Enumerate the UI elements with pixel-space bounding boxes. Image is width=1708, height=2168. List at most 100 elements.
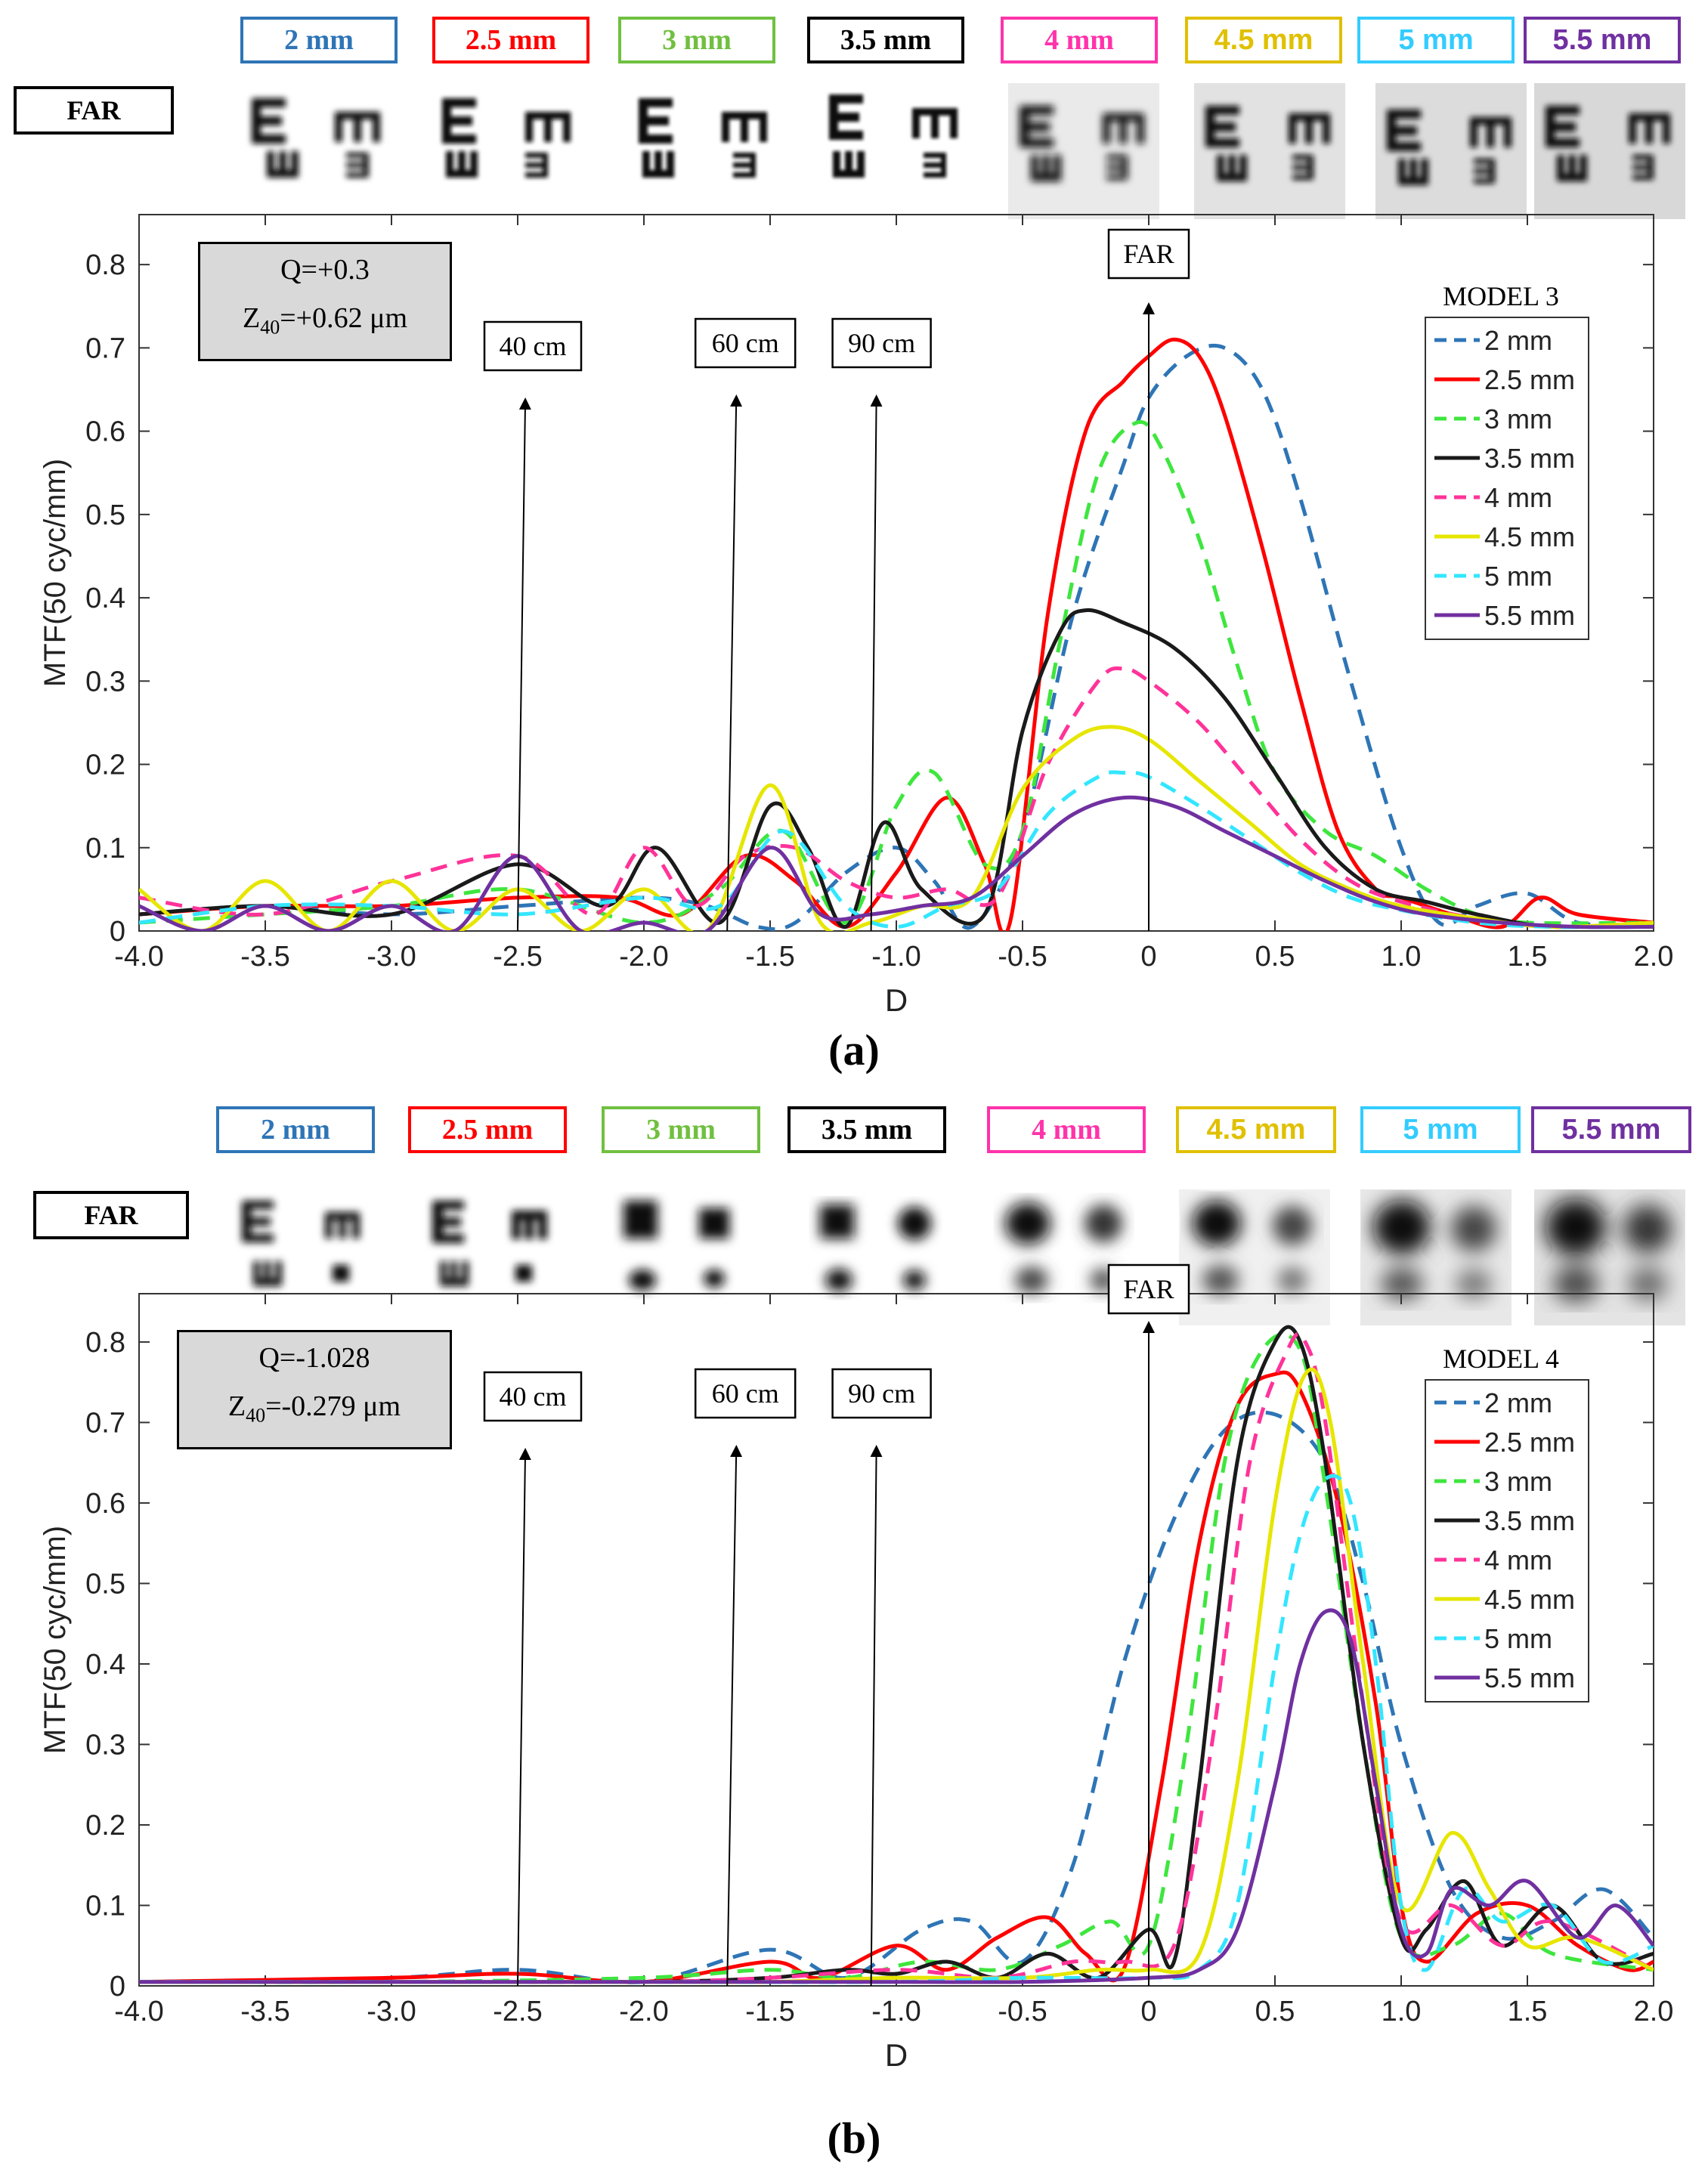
series-line-35mm [139, 608, 1654, 929]
q-value: Q=-1.028 [258, 1342, 370, 1374]
aperture-box-55mm: 5.5 mm [1531, 1106, 1691, 1153]
optotype-image-45mm [1179, 1189, 1330, 1325]
legend-label: 2 mm [1484, 1387, 1552, 1418]
x-tick-label: -2.5 [493, 941, 542, 973]
marker-arrow [517, 397, 531, 932]
x-tick-label: 0 [1140, 941, 1156, 973]
y-tick-label: 0.3 [85, 1729, 125, 1761]
optotype-image-5mm [1375, 83, 1527, 219]
aperture-box-35mm: 3.5 mm [807, 17, 964, 63]
x-tick-label: -1.5 [745, 1996, 794, 2027]
legend-label: 4 mm [1484, 1545, 1552, 1576]
x-tick-label: -4.0 [114, 941, 163, 973]
y-tick-label: 0 [110, 1971, 125, 2003]
x-tick-label: -1.5 [745, 941, 794, 973]
marker-box [1107, 1263, 1190, 1315]
marker-arrow [726, 394, 743, 932]
far-label-box: FAR [14, 86, 174, 135]
x-tick-label: -0.5 [998, 941, 1047, 973]
optotype-image-2mm [252, 98, 380, 178]
y-tick-label: 0.1 [85, 833, 125, 864]
y-tick-label: 0.8 [85, 1327, 125, 1359]
marker-label: 40 cm [500, 331, 567, 361]
y-tick-label: 0.5 [85, 499, 125, 531]
y-tick-label: 0.4 [85, 583, 125, 614]
legend-label: 5 mm [1484, 1623, 1552, 1654]
legend-label: 3 mm [1484, 404, 1552, 435]
series-line-25mm [139, 1370, 1654, 1984]
legend-label: 3.5 mm [1484, 1505, 1575, 1536]
y-tick-label: 0.4 [85, 1649, 125, 1681]
aperture-box-3mm: 3 mm [618, 17, 775, 63]
optotype-image-25mm [432, 1201, 547, 1286]
series-group [139, 1325, 1654, 1984]
optotype-image-3mm [639, 98, 767, 178]
x-tick-label: 1.5 [1508, 1996, 1548, 2027]
marker-label: 90 cm [848, 328, 915, 358]
x-tick-label: -2.0 [619, 1996, 668, 2027]
legend-label: 2.5 mm [1484, 1427, 1575, 1458]
x-tick-label: -2.0 [619, 941, 668, 973]
series-line-3mm [139, 419, 1654, 926]
x-tick-label: -1.0 [871, 1996, 921, 2027]
optotype-image-25mm [442, 98, 571, 178]
x-tick-label: -1.0 [871, 941, 921, 973]
marker-arrow [726, 1445, 743, 1987]
legend-title: MODEL 4 [1443, 1344, 1559, 1374]
y-tick-label: 0.5 [85, 1568, 125, 1600]
aperture-box-5mm: 5 mm [1357, 17, 1515, 63]
x-tick-label: -3.5 [240, 941, 289, 973]
x-tick-label: -3.0 [367, 1996, 416, 2027]
q-value: Q=+0.3 [280, 254, 370, 286]
x-axis-label: D [885, 982, 908, 1018]
aperture-box-35mm: 3.5 mm [787, 1106, 946, 1153]
x-tick-label: -4.0 [114, 1996, 163, 2027]
x-tick-label: -2.5 [493, 1996, 542, 2027]
aperture-box-45mm: 4.5 mm [1185, 17, 1342, 63]
optotype-image-4mm [1008, 83, 1159, 219]
y-tick-label: 0.8 [85, 249, 125, 281]
x-tick-label: 1.0 [1382, 941, 1422, 973]
x-tick-label: 0.5 [1255, 1996, 1295, 2027]
optotype-image-3mm [623, 1201, 729, 1291]
legend-label: 3.5 mm [1484, 443, 1575, 474]
x-tick-label: 0.5 [1255, 941, 1295, 973]
y-axis-label: MTF(50 cyc/mm) [39, 1526, 72, 1754]
optotype-image-45mm [1194, 83, 1345, 219]
aperture-box-4mm: 4 mm [987, 1106, 1146, 1153]
parameter-box-a: Q=+0.3 Z40=+0.62 μm [198, 242, 452, 361]
optotype-image-35mm [829, 94, 958, 178]
marker-box [831, 1368, 932, 1419]
optotype-image-5mm [1360, 1189, 1512, 1325]
x-tick-label: -3.5 [240, 1996, 289, 2027]
legend-box [1425, 317, 1589, 640]
marker-box [694, 1368, 797, 1419]
y-tick-label: 0.7 [85, 332, 125, 364]
marker-box [831, 317, 932, 369]
marker-box [483, 320, 583, 372]
series-line-55mm [139, 795, 1654, 931]
y-tick-label: 0.2 [85, 1810, 125, 1842]
marker-label: FAR [1123, 1274, 1174, 1304]
panel-label-a: (a) [828, 1025, 880, 1075]
legend-label: 2 mm [1484, 325, 1552, 356]
z40-value: Z40=+0.62 μm [242, 302, 407, 339]
aperture-box-2mm: 2 mm [216, 1106, 375, 1153]
far-label-box: FAR [33, 1191, 189, 1239]
legend-label: 2.5 mm [1484, 364, 1575, 395]
legend-label: 4 mm [1484, 482, 1552, 513]
aperture-box-5mm: 5 mm [1360, 1106, 1521, 1153]
panel-a: 2 mm 2.5 mm 3 mm 3.5 mm 4 mm 4.5 mm 5 mm… [14, 17, 1685, 1075]
marker-box [1107, 228, 1190, 280]
legend-label: 5.5 mm [1484, 1662, 1575, 1693]
y-tick-label: 0 [110, 916, 125, 948]
y-tick-label: 0.2 [85, 750, 125, 781]
x-tick-label: 2.0 [1634, 941, 1674, 973]
marker-label: 60 cm [712, 328, 779, 358]
aperture-box-55mm: 5.5 mm [1524, 17, 1681, 63]
optotype-image-35mm [820, 1205, 931, 1291]
mtf-chart-model-3: -4.0 -3.5 -3.0 -2.5 -2.0 -1.5 -1.0 -0.5 0 0.5 1.0 1… [39, 214, 1674, 1018]
legend-label: 3 mm [1484, 1466, 1552, 1497]
aperture-box-2mm: 2 mm [240, 17, 398, 63]
marker-label: FAR [1123, 239, 1174, 269]
